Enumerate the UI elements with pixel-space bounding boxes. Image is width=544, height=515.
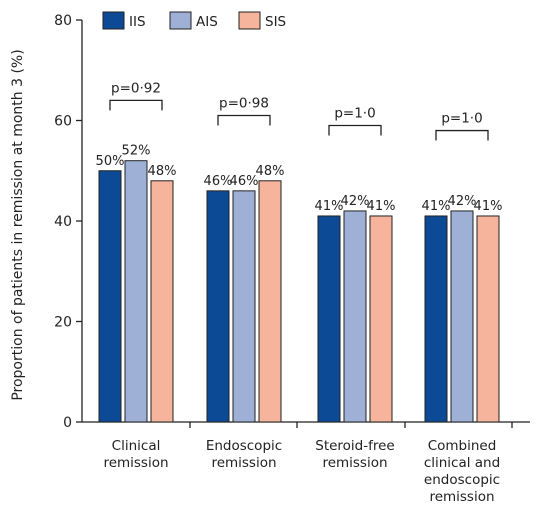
category-label-line: remission [322, 455, 387, 471]
legend-label: AIS [196, 14, 218, 30]
legend-swatch-iis [102, 11, 125, 30]
data-label: 50% [96, 154, 125, 169]
p-value-label: p=1·0 [334, 106, 375, 122]
p-value-label: p=1·0 [441, 111, 482, 127]
bracket [328, 124, 382, 136]
data-label: 41% [422, 199, 451, 214]
category-label: Combined clinical and endoscopic remission [424, 438, 500, 505]
category-label-line: remission [429, 489, 494, 505]
y-tick-label: 0 [63, 415, 72, 431]
y-tick-label: 20 [54, 315, 72, 331]
legend-swatch-ais [169, 11, 192, 30]
category-label-line: remission [103, 455, 168, 471]
data-label: 41% [367, 199, 396, 214]
value-labels: 50% 46% 41% 41% 52% 46% 42% 42% 48% 48% 41% 41% [96, 144, 503, 214]
data-label: 46% [204, 174, 233, 189]
category-label-line: Endoscopic [206, 438, 282, 454]
bar-sis [476, 215, 500, 423]
legend: IIS AIS SIS [102, 11, 286, 30]
bar-iis [424, 215, 448, 423]
bracket [435, 129, 489, 141]
p-value-label: p=0·92 [111, 80, 161, 96]
significance-brackets: p=0·92 p=0·98 p=1·0 p=1·0 [109, 80, 489, 141]
bar-ais [124, 160, 148, 423]
data-label: 41% [474, 199, 503, 214]
data-label: 42% [341, 194, 370, 209]
category-label-line: remission [211, 455, 276, 471]
data-label: 41% [315, 199, 344, 214]
legend-label: IIS [129, 14, 146, 30]
bar-iis [317, 215, 341, 423]
category-label-line: Combined [428, 438, 497, 454]
data-label: 48% [148, 164, 177, 179]
category-label: Clinical remission [103, 438, 168, 471]
legend-swatch-sis [238, 11, 261, 30]
y-axis-label: Proportion of patients in remission at m… [10, 49, 26, 400]
bars [98, 160, 500, 423]
data-label: 48% [256, 164, 285, 179]
category-label-line: clinical and [424, 455, 500, 471]
bar-sis [150, 180, 174, 423]
legend-label: SIS [265, 14, 286, 30]
y-tick-label: 80 [54, 13, 72, 29]
y-tick-label: 60 [54, 114, 72, 130]
category-label: Endoscopic remission [206, 438, 282, 471]
bar-sis [369, 215, 393, 423]
bar-ais [232, 190, 256, 423]
data-label: 52% [122, 144, 151, 159]
bar-iis [98, 170, 122, 423]
category-label-line: endoscopic [424, 472, 500, 488]
bracket [109, 99, 163, 111]
category-label-line: Steroid-free [315, 438, 395, 454]
category-label-line: Clinical [112, 438, 161, 454]
bar-ais [450, 210, 474, 423]
bar-ais [343, 210, 367, 423]
bar-iis [206, 190, 230, 423]
category-label: Steroid-free remission [315, 438, 395, 471]
p-value-label: p=0·98 [219, 95, 269, 111]
data-label: 46% [230, 174, 259, 189]
bar-sis [258, 180, 282, 423]
y-tick-label: 40 [54, 214, 72, 230]
data-label: 42% [448, 194, 477, 209]
bracket [217, 114, 271, 126]
